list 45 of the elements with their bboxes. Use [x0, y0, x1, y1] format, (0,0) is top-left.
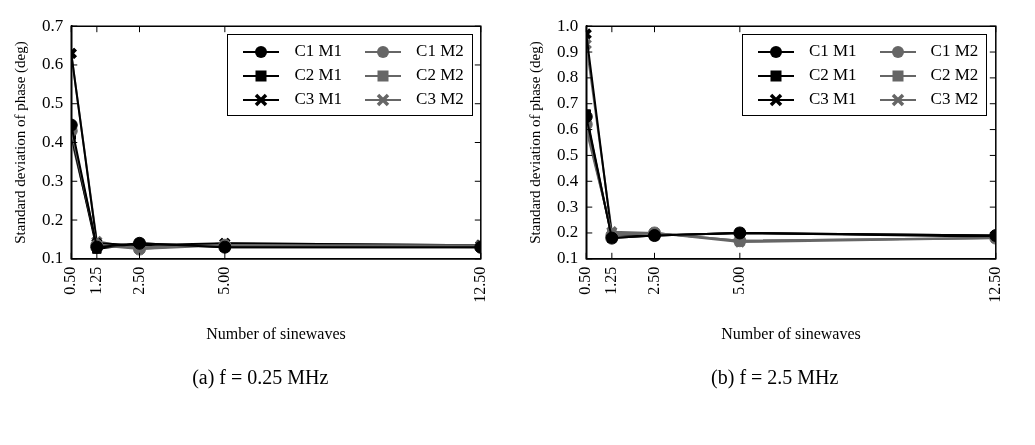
y-tick-label: 0.5 — [42, 93, 64, 113]
text: (a) f = 0.25 MHz — [191, 366, 330, 389]
y-tick-label: 0.4 — [42, 131, 64, 151]
y-tick-label: 0.8 — [556, 67, 578, 87]
y-tick-label: 0.7 — [556, 93, 579, 113]
x-tick-label: 5.00 — [729, 266, 747, 295]
x-tick-label: 1.25 — [601, 266, 619, 295]
x-tick-label: 0.50 — [61, 266, 79, 295]
legend-label: C1 M1 — [808, 41, 857, 61]
y-tick-label: 0.4 — [556, 170, 579, 190]
legend-label: C1 M2 — [416, 41, 464, 61]
x-axis-title: Number of sinewaves — [206, 324, 346, 342]
y-tick-label: 0.7 — [42, 15, 64, 35]
x-tick-label: 12.50 — [471, 266, 488, 303]
legend-label: C3 M2 — [930, 89, 979, 109]
y-tick-label: 0.1 — [556, 248, 578, 268]
legend-label: C1 M1 — [294, 41, 343, 61]
x-tick-label: 0.50 — [575, 266, 593, 295]
legend-label: C2 M2 — [930, 65, 979, 85]
y-tick-label: 0.6 — [42, 54, 64, 74]
legend-label: C2 M2 — [416, 65, 464, 85]
legend-label: C3 M1 — [808, 89, 857, 109]
x-tick-label: 2.50 — [644, 266, 662, 295]
legend-label: C2 M1 — [294, 65, 343, 85]
x-tick-label: 1.25 — [87, 266, 105, 295]
text: (b) f = 2.5 MHz — [710, 366, 840, 389]
legend-label: C2 M1 — [808, 65, 857, 85]
y-tick-label: 1.0 — [556, 15, 578, 35]
y-tick-label: 0.5 — [556, 144, 578, 164]
legend-label: C1 M2 — [930, 41, 979, 61]
y-tick-label: 0.3 — [42, 170, 64, 190]
y-axis-title: Standard deviation of phase (deg) — [11, 41, 29, 244]
x-tick-label: 5.00 — [215, 266, 233, 295]
x-tick-label: 2.50 — [129, 266, 147, 295]
y-tick-label: 0.1 — [42, 248, 64, 268]
y-tick-label: 0.2 — [42, 209, 64, 229]
y-tick-label: 0.2 — [556, 222, 578, 242]
x-axis-title: Number of sinewaves — [720, 324, 861, 342]
legend-label: C3 M1 — [294, 89, 343, 109]
y-tick-label: 0.6 — [556, 119, 578, 139]
y-tick-label: 0.3 — [556, 196, 578, 216]
x-tick-label: 12.50 — [985, 266, 1003, 303]
y-tick-label: 0.9 — [556, 41, 578, 61]
y-axis-title: Standard deviation of phase (deg) — [526, 41, 544, 244]
legend-label: C3 M2 — [416, 89, 464, 109]
